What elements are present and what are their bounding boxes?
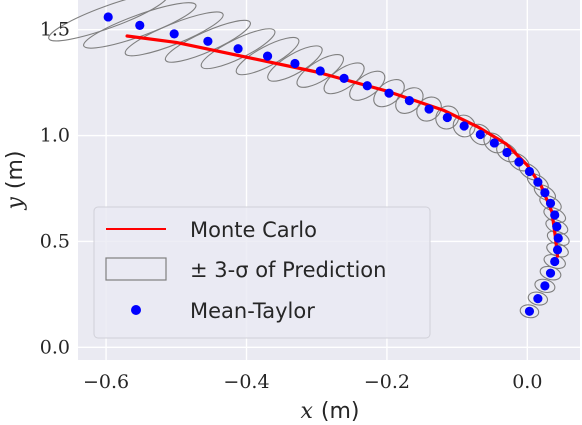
x-axis-var: x (300, 399, 313, 424)
y-tick-label: 0.0 (40, 336, 70, 358)
y-axis-var: y (3, 197, 28, 211)
mean-taylor-point (489, 138, 499, 148)
mean-taylor-point (103, 12, 113, 22)
legend-label-prediction: ± 3-σ of Prediction (190, 258, 386, 282)
mean-taylor-point (545, 198, 556, 208)
mean-taylor-point (550, 210, 560, 220)
mean-taylor-point (362, 81, 372, 91)
legend-label-monte-carlo: Monte Carlo (190, 218, 317, 242)
x-axis-label: x (m) (300, 399, 359, 424)
y-tick-label: 1.5 (40, 19, 70, 41)
prediction-ellipse (546, 242, 569, 258)
mean-taylor-point (514, 157, 524, 167)
x-tick-label: −0.6 (83, 371, 129, 393)
mean-taylor-point (545, 268, 556, 278)
mean-taylor-point (404, 95, 414, 106)
y-axis-label: y (m) (3, 150, 28, 210)
mean-taylor-point (540, 188, 550, 198)
mean-taylor-point (315, 66, 325, 76)
y-axis-unit: (m) (3, 150, 28, 189)
prediction-ellipse (373, 79, 405, 108)
mean-taylor-point (524, 306, 535, 316)
prediction-ellipse (452, 114, 476, 138)
legend-ellipse-swatch (105, 257, 167, 281)
y-tick-labels: 0.0 0.5 1.0 1.5 (40, 19, 70, 359)
legend-marker-swatch (131, 305, 141, 315)
prediction-ellipse (527, 291, 549, 306)
prediction-ellipse (539, 194, 562, 212)
x-tick-label: 0.0 (512, 371, 542, 393)
prediction-ellipse (267, 45, 323, 82)
mean-taylor-point (524, 166, 535, 177)
y-tick-label: 0.5 (40, 230, 70, 252)
prediction-ellipse (323, 62, 365, 95)
mean-taylor-point (203, 36, 213, 46)
mean-taylor-point (290, 58, 300, 69)
legend-label-mean-taylor: Mean-Taylor (190, 299, 315, 323)
mean-taylor-point (533, 177, 543, 187)
mean-taylor-point (339, 73, 349, 83)
mean-taylor-point (424, 104, 434, 114)
mean-taylor-markers (103, 12, 563, 316)
mean-taylor-point (540, 281, 550, 291)
mean-taylor-point (384, 88, 394, 98)
prediction-ellipse (395, 87, 424, 114)
prediction-ellipse (534, 278, 556, 294)
mean-taylor-point (459, 121, 469, 131)
mean-taylor-point (552, 245, 563, 255)
prediction-ellipse (235, 36, 300, 76)
x-tick-label: −0.4 (223, 371, 269, 393)
mean-taylor-point (475, 129, 485, 140)
legend: Monte Carlo ± 3-σ of Prediction Mean-Tay… (93, 206, 431, 339)
prediction-ellipses (48, 0, 570, 319)
mean-taylor-point (135, 20, 145, 31)
prediction-ellipse (48, 0, 169, 42)
mean-taylor-point (533, 293, 543, 304)
x-tick-label: −0.2 (364, 371, 410, 393)
prediction-ellipse (349, 70, 386, 101)
mean-taylor-point (502, 147, 512, 158)
x-tick-labels: −0.6 −0.4 −0.2 0.0 (83, 371, 542, 393)
mean-taylor-point (550, 256, 560, 267)
prediction-ellipse (539, 265, 562, 281)
prediction-ellipse (296, 54, 344, 88)
mean-taylor-point (262, 51, 273, 61)
legend-box (93, 206, 431, 339)
mean-taylor-point (169, 29, 179, 39)
x-axis-unit: (m) (321, 399, 360, 424)
prediction-ellipse (83, 2, 197, 49)
prediction-ellipse (519, 304, 540, 319)
mean-taylor-point (442, 112, 452, 123)
y-tick-label: 1.0 (40, 125, 70, 147)
mean-taylor-point (553, 233, 563, 243)
mean-taylor-point (552, 221, 562, 232)
prediction-ellipse (469, 123, 492, 146)
mean-taylor-point (233, 44, 243, 54)
